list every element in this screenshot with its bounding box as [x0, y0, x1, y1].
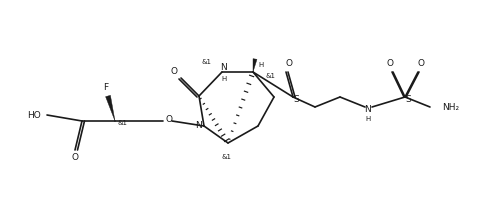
- Text: F: F: [103, 84, 109, 93]
- Text: O: O: [417, 60, 424, 69]
- Text: O: O: [170, 66, 177, 75]
- Text: H: H: [221, 76, 226, 82]
- Polygon shape: [253, 59, 257, 72]
- Text: O: O: [286, 60, 293, 69]
- Polygon shape: [106, 95, 115, 121]
- Text: O: O: [386, 60, 393, 69]
- Text: O: O: [165, 116, 172, 125]
- Text: N: N: [365, 104, 371, 113]
- Text: HO: HO: [27, 111, 41, 120]
- Text: &1: &1: [118, 120, 128, 126]
- Text: &1: &1: [266, 73, 276, 79]
- Text: H: H: [259, 62, 264, 68]
- Text: &1: &1: [222, 154, 232, 160]
- Text: O: O: [72, 153, 79, 163]
- Text: S: S: [405, 94, 411, 103]
- Text: NH₂: NH₂: [442, 102, 459, 111]
- Text: N: N: [220, 62, 227, 71]
- Text: &1: &1: [202, 59, 212, 65]
- Text: N: N: [195, 121, 202, 130]
- Text: S: S: [293, 94, 299, 103]
- Text: H: H: [365, 116, 371, 122]
